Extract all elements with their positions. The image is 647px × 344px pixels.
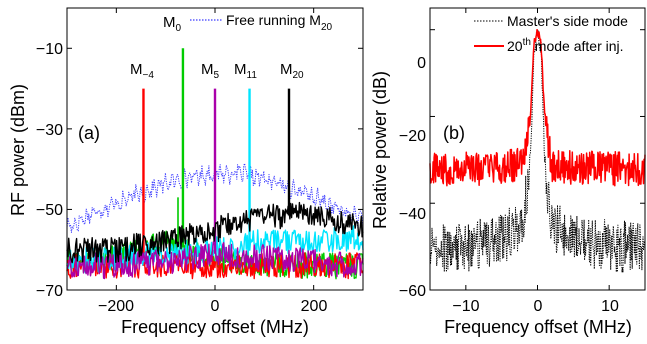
panel-b-xtick-label: 0 <box>534 298 543 315</box>
panel-a-xtick-label: 0 <box>211 298 220 315</box>
panel-b-y-axis-label: Relative power (dB) <box>370 71 390 229</box>
panel-a-legend-label: Free running M20 <box>226 12 332 33</box>
panel-a-ytick-label: −10 <box>36 41 63 58</box>
series-line-free-running-m20 <box>66 162 364 233</box>
panel-a-label: (a) <box>78 123 100 143</box>
panel-a-ytick-label: −30 <box>36 122 63 139</box>
panel-b-ytick-label: 0 <box>417 55 426 72</box>
panel-b-ytick-label: −60 <box>399 283 426 300</box>
panel-b-legend-label: 20th mode after inj. <box>507 37 624 54</box>
series-line-m20 <box>66 201 364 264</box>
panel-a-ytick-label: −70 <box>36 283 63 300</box>
mode-label-m20: M20 <box>280 61 304 81</box>
panel-b-ytick-label: −20 <box>399 128 426 145</box>
panel-b: −60 −40 −20 0 −10 0 10 Frequency offset … <box>370 7 646 337</box>
panel-b-ytick-label: −40 <box>399 206 426 223</box>
mode-label-m11: M11 <box>234 61 257 81</box>
panel-a-ticks <box>67 8 363 291</box>
panel-b-legend-label: Master's side mode <box>507 13 628 29</box>
mode-label-m0: M0 <box>163 14 182 34</box>
panel-b-label: (b) <box>443 123 465 143</box>
panel-b-ticks <box>430 8 645 291</box>
panel-b-legend: Master's side mode 20th mode after inj. <box>474 13 628 54</box>
panel-a: −70 −50 −30 −10 −200 0 200 Frequency off… <box>8 7 364 337</box>
panel-b-plot-lines <box>429 28 646 273</box>
panel-a-plot-lines <box>66 48 364 280</box>
panel-a-y-axis-label: RF power (dBm) <box>8 84 28 216</box>
series-line-master-s-side-mode <box>429 29 646 273</box>
panel-a-legend: Free running M20 <box>190 12 332 33</box>
panel-a-x-axis-label: Frequency offset (MHz) <box>121 317 309 337</box>
mode-label-m-4: M−4 <box>130 61 154 81</box>
panel-b-x-axis-label: Frequency offset (MHz) <box>444 317 632 337</box>
panel-a-ytick-label: −50 <box>36 202 63 219</box>
panel-b-xtick-label: 10 <box>601 298 619 315</box>
panel-b-xtick-label: −10 <box>452 298 479 315</box>
mode-label-m5: M5 <box>201 61 220 81</box>
panel-a-xtick-label: −200 <box>98 298 134 315</box>
series-line-20th-mode-after-inj- <box>429 28 646 187</box>
panel-a-xtick-label: 200 <box>301 298 328 315</box>
